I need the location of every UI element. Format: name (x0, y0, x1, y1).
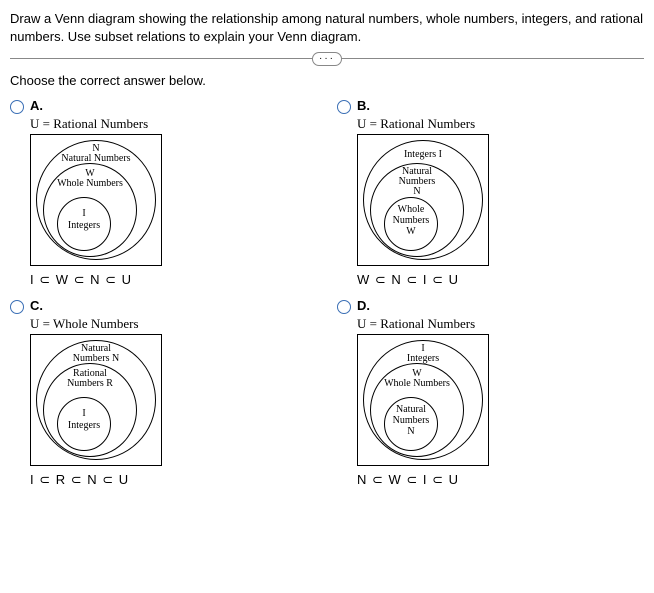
choice-b-subset: W ⊂ N ⊂ I ⊂ U (357, 272, 644, 288)
b-outer-l1: Integers I (364, 149, 482, 160)
b-inner-l2: Numbers (385, 215, 437, 226)
choice-d-diagram: I Integers W Whole Numbers Natural Numbe… (357, 334, 489, 466)
choice-a[interactable]: A. U = Rational Numbers N Natural Number… (10, 98, 317, 288)
radio-b[interactable] (337, 100, 351, 114)
question-text: Draw a Venn diagram showing the relation… (10, 10, 644, 46)
choice-a-subset: I ⊂ W ⊂ N ⊂ U (30, 272, 317, 288)
choice-b-universe: U = Rational Numbers (357, 116, 644, 132)
a-mid-l2: Whole Numbers (44, 178, 136, 189)
choice-c-universe: U = Whole Numbers (30, 316, 317, 332)
d-mid-l2: Whole Numbers (371, 378, 463, 389)
b-mid-l3: N (371, 186, 463, 197)
choice-c-diagram: Natural Numbers N Rational Numbers R I I… (30, 334, 162, 466)
d-inner-l2: Numbers (385, 415, 437, 426)
separator: ··· (10, 58, 644, 59)
radio-c[interactable] (10, 300, 24, 314)
choice-d-subset: N ⊂ W ⊂ I ⊂ U (357, 472, 644, 488)
radio-a[interactable] (10, 100, 24, 114)
choice-c[interactable]: C. U = Whole Numbers Natural Numbers N R… (10, 298, 317, 488)
choices-grid: A. U = Rational Numbers N Natural Number… (10, 98, 644, 488)
choice-d-letter: D. (357, 298, 370, 313)
choice-c-subset: I ⊂ R ⊂ N ⊂ U (30, 472, 317, 488)
b-inner-l1: Whole (385, 204, 437, 215)
choice-a-letter: A. (30, 98, 43, 113)
radio-d[interactable] (337, 300, 351, 314)
c-inner-l2: Integers (58, 420, 110, 431)
choice-b[interactable]: B. U = Rational Numbers Integers I Natur… (337, 98, 644, 288)
d-inner-l1: Natural (385, 404, 437, 415)
c-mid-l2: Numbers R (44, 378, 136, 389)
choice-b-letter: B. (357, 98, 370, 113)
b-inner-l3: W (385, 226, 437, 237)
choice-b-diagram: Integers I Natural Numbers N Whole Numbe… (357, 134, 489, 266)
a-inner-l2: Integers (58, 220, 110, 231)
choice-a-universe: U = Rational Numbers (30, 116, 317, 132)
choice-c-letter: C. (30, 298, 43, 313)
d-inner-l3: N (385, 426, 437, 437)
choice-a-diagram: N Natural Numbers W Whole Numbers I Inte… (30, 134, 162, 266)
choice-d[interactable]: D. U = Rational Numbers I Integers W Who… (337, 298, 644, 488)
choice-d-universe: U = Rational Numbers (357, 316, 644, 332)
prompt-text: Choose the correct answer below. (10, 73, 644, 88)
c-inner-l1: I (58, 408, 110, 419)
a-inner-l1: I (58, 208, 110, 219)
ellipsis-icon: ··· (312, 52, 342, 66)
